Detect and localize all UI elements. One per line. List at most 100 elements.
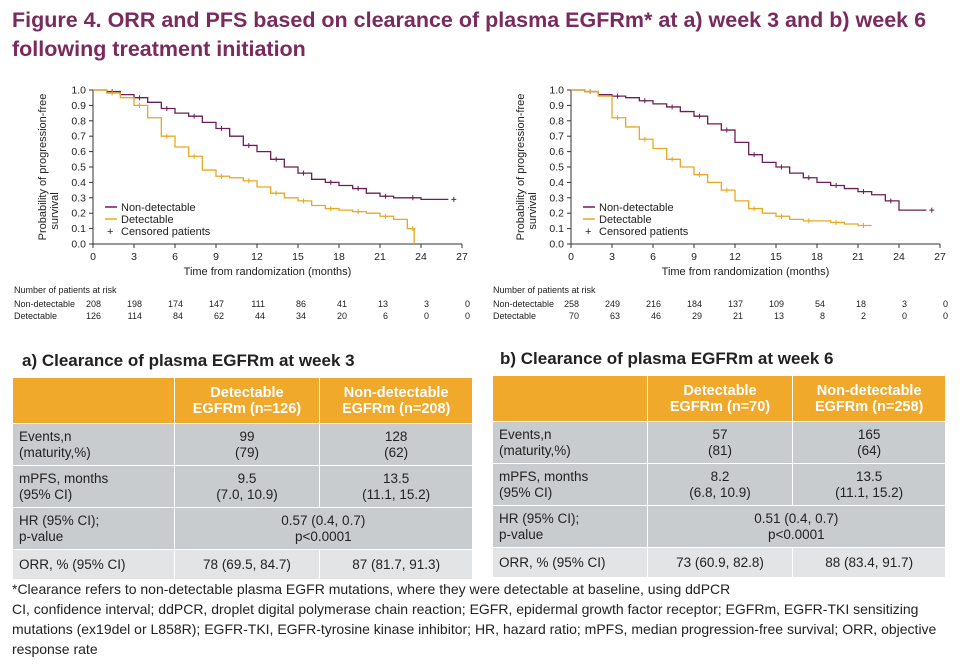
censor-mark [724,187,730,193]
risk-table-value: 0 [902,311,907,321]
censor-mark [273,156,279,162]
censor-mark [410,226,416,232]
risk-table-label: Detectable [493,311,536,321]
censor-mark [300,170,306,176]
censor-mark [696,113,702,119]
table-row: mPFS, months (95% CI) 8.2 (6.8, 10.9) 13.5… [492,463,946,506]
x-tick-label: 21 [852,251,864,263]
legend-censor-symbol: + [107,226,113,238]
x-tick-label: 21 [374,251,386,263]
censor-mark [642,98,648,104]
risk-table-value: 3 [902,299,907,309]
risk-table-value: 20 [337,311,347,321]
y-tick-label: 0.1 [71,223,86,235]
risk-table-value: 86 [296,299,306,309]
censor-mark [929,207,935,213]
risk-table-label: Non-detectable [14,299,75,309]
table-a: Detectable EGFRm (n=126) Non-detectable EG… [12,377,474,580]
censor-mark [860,223,866,229]
table-b: Detectable EGFRm (n=70) Non-detectable EGF… [492,375,947,578]
risk-table-value: 44 [255,311,265,321]
censor-mark [833,182,839,188]
risk-table-value: 0 [424,311,429,321]
x-tick-label: 0 [90,251,96,263]
x-tick-label: 27 [456,251,468,263]
footnote: *Clearance refers to non-detectable plas… [12,579,957,659]
censor-mark [642,136,648,142]
censor-mark [587,89,593,95]
risk-table-value: 84 [173,311,183,321]
risk-table-value: 13 [378,299,388,309]
risk-table-value: 216 [646,299,661,309]
table-row: Events,n (maturity,%) 99 (79) 128 (62) [12,423,473,466]
censor-mark [218,126,224,131]
table-row: Events,n (maturity,%) 57 (81) 165 (64) [492,421,946,464]
table-a-col1-header: Detectable EGFRm (n=126) [173,377,321,424]
x-tick-label: 24 [415,251,427,263]
table-row: ORR, % (95% CI) 73 (60.9, 82.8) 88 (83.4… [492,547,946,578]
risk-table-value: 70 [569,311,579,321]
risk-table-value: 147 [209,299,224,309]
censor-mark [273,190,279,196]
y-tick-label: 0.0 [71,239,86,251]
risk-table-value: 8 [820,311,825,321]
legend-label: Detectable [121,214,174,226]
risk-table-value: 126 [86,311,101,321]
x-tick-label: 3 [131,251,137,263]
x-tick-label: 6 [172,251,178,263]
x-tick-label: 6 [650,251,656,263]
risk-table-value: 0 [465,299,470,309]
censor-mark [164,105,170,111]
censor-mark [888,198,894,204]
y-tick-label: 1.0 [549,85,564,97]
y-tick-label: 0.6 [71,146,86,158]
risk-table-value: 13 [774,311,784,321]
legend-censor-symbol: + [585,226,591,238]
x-tick-label: 12 [251,251,263,263]
x-tick-label: 12 [729,251,741,263]
x-axis-label: Time from randomization (months) [662,266,830,278]
y-tick-label: 0.4 [549,177,564,189]
y-axis-label-line2: survival [527,192,539,229]
censor-mark [778,164,784,170]
censor-mark [751,206,757,212]
risk-table-value: 3 [424,299,429,309]
risk-table-value: 34 [296,311,306,321]
censor-mark [136,102,142,108]
table-row: HR (95% CI); p-value 0.51 (0.4, 0.7) p<0.0… [492,505,947,548]
censor-mark [833,219,839,225]
series-line-detectable [571,89,872,227]
risk-table-value: 0 [943,311,948,321]
x-axis-label: Time from randomization (months) [184,266,352,278]
censor-mark [382,193,388,199]
table-row: ORR, % (95% CI) 78 (69.5, 84.7) 87 (81.7… [12,549,473,580]
legend-label: Non-detectable [599,202,674,214]
y-tick-label: 0.2 [71,208,86,220]
risk-table-value: 111 [251,299,265,309]
x-tick-label: 15 [292,251,304,263]
y-tick-label: 0.6 [549,146,564,158]
y-tick-label: 0.8 [71,115,86,127]
risk-table-heading: Number of patients at risk [14,285,117,295]
y-tick-label: 0.7 [71,131,86,143]
censor-mark [246,142,252,148]
risk-table-label: Detectable [14,311,57,321]
censor-mark [724,127,730,133]
table-b-corner [492,375,648,422]
risk-table-value: 258 [564,299,579,309]
risk-table-value: 63 [610,311,620,321]
risk-table-value: 109 [769,299,784,309]
risk-table-value: 62 [214,311,224,321]
table-b-heading: b) Clearance of plasma EGFRm at week 6 [500,349,834,368]
censor-mark [300,198,306,204]
x-tick-label: 15 [770,251,782,263]
x-tick-label: 0 [568,251,574,263]
y-tick-label: 0.5 [549,162,564,174]
censor-mark [669,156,675,162]
censor-mark [328,206,334,212]
censor-mark [410,195,416,201]
y-tick-label: 0.4 [71,177,86,189]
y-tick-label: 0.0 [549,239,564,251]
risk-table-heading: Number of patients at risk [493,285,596,295]
censor-mark [246,178,252,184]
